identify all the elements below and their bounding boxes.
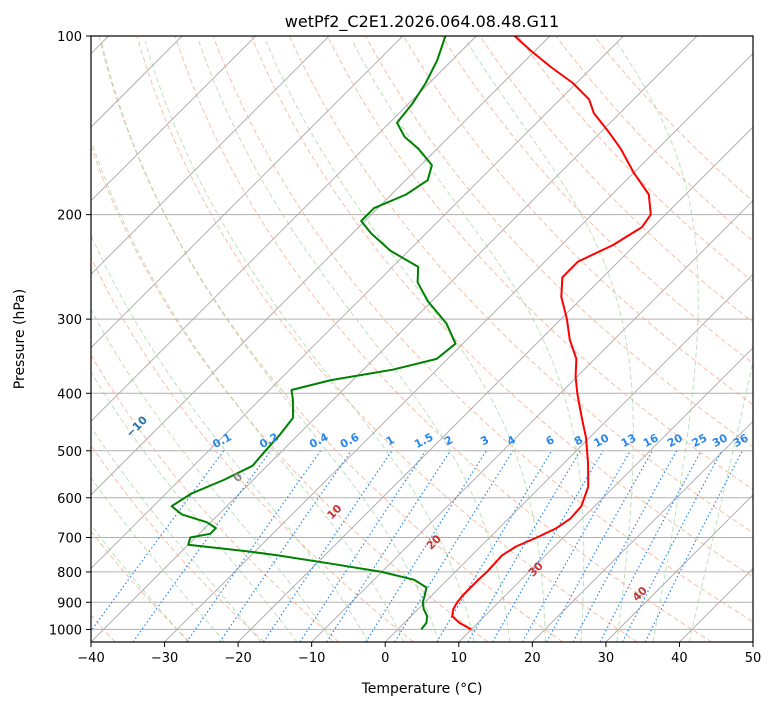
moist-adiabat [144, 40, 475, 642]
x-tick-label: 0 [381, 651, 389, 666]
dry-adiabat [136, 36, 638, 642]
mixing-ratio-line [467, 450, 581, 642]
mixing-ratio-line [132, 450, 272, 642]
y-axis-label: Pressure (hPa) [12, 289, 28, 389]
y-tick-label: 300 [57, 313, 82, 328]
chart-title: wetPf2_C2E1.2026.064.08.48.G11 [285, 12, 559, 32]
dry-adiabat [174, 36, 713, 642]
mixing-ratio-line [326, 450, 451, 642]
mixing-ratio-line [394, 450, 514, 642]
isotherm [237, 126, 753, 642]
y-tick-label: 800 [57, 566, 82, 581]
dry-adiabat [91, 530, 191, 642]
dry-adiabat [517, 36, 753, 283]
dry-adiabat [212, 36, 753, 623]
moist-adiabat [265, 40, 546, 642]
x-tick-label: 50 [745, 651, 762, 666]
dry-adiabat [91, 145, 489, 642]
mixing-ratio-line [186, 450, 321, 642]
moist-adiabat [615, 40, 699, 642]
dry-adiabat [91, 353, 340, 642]
dry-adiabat [98, 36, 563, 642]
mixing-ratio-label: 16 [641, 431, 661, 450]
mixing-ratio-line [492, 450, 604, 642]
y-tick-label: 900 [57, 596, 82, 611]
dry-adiabat [479, 36, 753, 323]
x-tick-label: 30 [598, 651, 615, 666]
dry-adiabat [288, 36, 753, 534]
dewpoint-profile-line [170, 36, 457, 631]
dry-adiabat [593, 36, 753, 202]
isotherm [91, 36, 698, 642]
moist-adiabat [100, 40, 440, 642]
isotherm [531, 420, 753, 642]
isotherm [91, 36, 404, 349]
mixing-ratio-line [219, 450, 352, 642]
mixing-ratio-line [572, 450, 678, 642]
mixing-ratio-label: 10 [592, 431, 612, 450]
x-axis-label: Temperature (°C) [361, 681, 483, 697]
plot-frame [90, 35, 754, 643]
moist-adiabat [352, 40, 585, 642]
isotherm [91, 36, 330, 275]
mixing-ratio-line [365, 450, 487, 642]
x-tick-label: 10 [451, 651, 468, 666]
temperature-profile-line [451, 36, 652, 631]
mixing-ratio-line [436, 450, 553, 642]
moist-adiabat [91, 234, 369, 642]
moist-adiabat [688, 358, 753, 642]
mixing-ratio-label: 36 [731, 431, 751, 450]
isotherm [384, 273, 753, 642]
moist-adiabat [198, 40, 511, 642]
y-tick-label: 100 [57, 30, 82, 45]
mixing-ratio-line [521, 450, 631, 642]
y-tick-label: 200 [57, 209, 82, 224]
y-tick-label: 500 [57, 445, 82, 460]
y-tick-label: 400 [57, 387, 82, 402]
mixing-ratio-line [546, 450, 653, 642]
mixing-ratio-label: 25 [690, 431, 710, 450]
moist-adiabat [91, 138, 405, 642]
isotherm [605, 494, 753, 642]
dry-adiabat [403, 36, 753, 406]
x-tick-label: −40 [77, 651, 104, 666]
y-tick-label: 1000 [49, 623, 82, 638]
x-tick-label: −10 [298, 651, 325, 666]
x-tick-label: −30 [151, 651, 178, 666]
y-tick-label: 600 [57, 492, 82, 507]
y-tick-label: 700 [57, 532, 82, 547]
isotherm [91, 36, 257, 202]
moist-adiabat [91, 426, 262, 642]
mixing-ratio-label: 13 [619, 431, 639, 450]
dry-adiabat [365, 36, 753, 448]
isotherm [91, 36, 624, 570]
dry-adiabat [441, 36, 753, 364]
x-tick-label: 20 [524, 651, 541, 666]
isotherm [458, 347, 753, 642]
mixing-ratio-label: 20 [665, 431, 685, 450]
mixing-ratio-label: 30 [710, 431, 730, 450]
x-tick-label: 40 [671, 651, 688, 666]
moist-adiabat [91, 476, 225, 642]
moist-adiabat [91, 308, 334, 642]
dry-adiabat [250, 36, 753, 578]
isotherm [91, 36, 477, 423]
dry-adiabat [327, 36, 753, 491]
x-tick-label: −20 [224, 651, 251, 666]
isotherm [91, 36, 551, 496]
